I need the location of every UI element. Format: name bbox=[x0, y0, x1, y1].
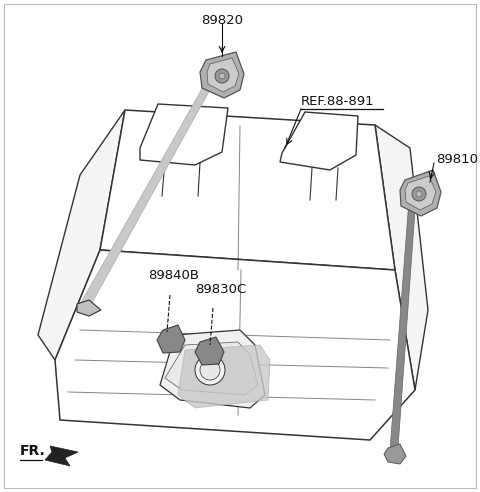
Text: 89810: 89810 bbox=[436, 153, 478, 166]
Text: 89820: 89820 bbox=[201, 14, 243, 27]
Polygon shape bbox=[405, 176, 436, 210]
Circle shape bbox=[195, 355, 225, 385]
Polygon shape bbox=[390, 196, 416, 450]
Circle shape bbox=[219, 73, 225, 79]
Circle shape bbox=[412, 187, 426, 201]
Polygon shape bbox=[45, 446, 78, 466]
Polygon shape bbox=[78, 77, 217, 310]
Polygon shape bbox=[200, 52, 244, 98]
Polygon shape bbox=[140, 104, 228, 165]
Polygon shape bbox=[157, 325, 185, 353]
Circle shape bbox=[416, 191, 422, 197]
Polygon shape bbox=[400, 170, 441, 216]
Polygon shape bbox=[280, 112, 358, 170]
Circle shape bbox=[200, 360, 220, 380]
Text: 89840B: 89840B bbox=[148, 269, 199, 282]
Polygon shape bbox=[165, 342, 258, 395]
Polygon shape bbox=[160, 330, 265, 408]
Polygon shape bbox=[55, 250, 415, 440]
Polygon shape bbox=[178, 345, 270, 408]
Polygon shape bbox=[195, 337, 224, 365]
Polygon shape bbox=[207, 58, 239, 92]
Polygon shape bbox=[375, 125, 428, 390]
Text: REF.88-891: REF.88-891 bbox=[301, 95, 374, 108]
Circle shape bbox=[215, 69, 229, 83]
Polygon shape bbox=[77, 300, 101, 316]
Polygon shape bbox=[100, 110, 395, 270]
Polygon shape bbox=[38, 110, 125, 360]
Text: FR.: FR. bbox=[20, 444, 46, 458]
Text: 89830C: 89830C bbox=[195, 283, 246, 296]
Polygon shape bbox=[384, 444, 406, 464]
